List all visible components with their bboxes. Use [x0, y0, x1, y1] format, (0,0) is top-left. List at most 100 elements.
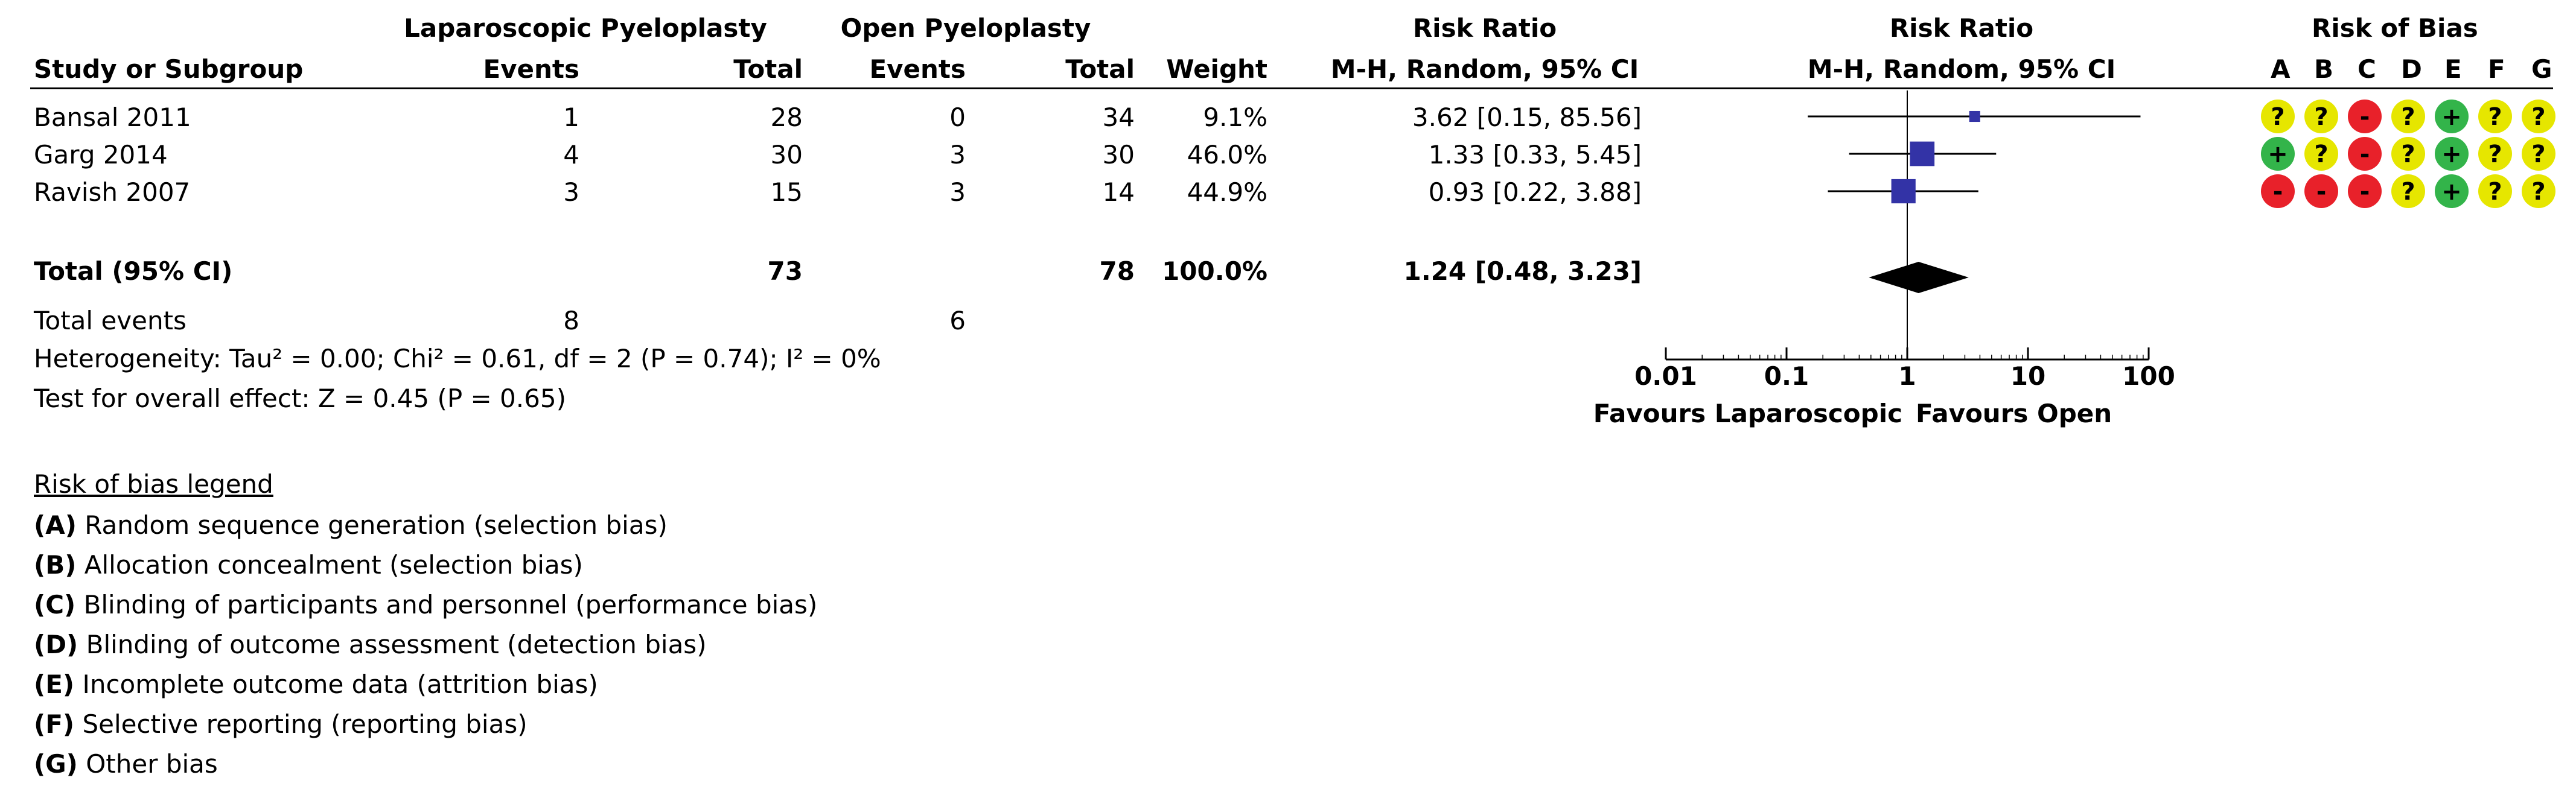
bias-unclear-dot: [2478, 100, 2512, 133]
header-rule: [30, 87, 2553, 89]
bias-unclear-dot: [2391, 174, 2425, 208]
legend-key: (F): [34, 709, 75, 739]
bias-unclear-dot: [2522, 100, 2555, 133]
bias-symbol: -: [2360, 103, 2370, 131]
bias-symbol: -: [2316, 178, 2327, 206]
study-name: Bansal 2011: [34, 103, 191, 132]
total-weight: 100.0%: [1162, 256, 1267, 286]
legend-item: (B) Allocation concealment (selection bi…: [34, 550, 583, 580]
legend-text: Other bias: [86, 749, 218, 779]
bias-symbol: +: [2441, 178, 2462, 206]
favours-right-label: Favours Open: [1916, 399, 2112, 428]
bias-symbol: +: [2441, 103, 2462, 131]
study-total-1: 30: [770, 140, 803, 169]
risk-of-bias-grid: ?? -? +? ? +? -? +? ? - - -? +??: [2261, 100, 2555, 208]
study-point-estimate: [1910, 141, 1935, 166]
bias-header: Risk of Bias: [2312, 13, 2478, 43]
bias-unclear-dot: [2522, 137, 2555, 171]
study-name: Garg 2014: [34, 140, 168, 169]
study-events-1: 3: [563, 177, 579, 207]
bias-column-letter: B: [2314, 54, 2334, 84]
bias-unclear-dot: [2261, 100, 2295, 133]
bias-low-dot: [2435, 137, 2469, 171]
study-total-2: 34: [1102, 103, 1135, 132]
bias-symbol: ?: [2401, 141, 2415, 168]
bias-low-dot: [2435, 174, 2469, 208]
total-n2: 78: [1099, 256, 1135, 286]
bias-unclear-dot: [2478, 137, 2512, 171]
bias-column-letter: G: [2531, 54, 2552, 84]
total1-col-header: Total: [733, 54, 803, 84]
bias-symbol: ?: [2314, 141, 2328, 168]
overall-effect-text: Test for overall effect: Z = 0.45 (P = 0…: [34, 384, 566, 413]
legend-title: Risk of bias legend: [34, 469, 273, 499]
study-ci: 3.62 [0.15, 85.56]: [1412, 103, 1642, 132]
events1-col-header: Events: [483, 54, 579, 84]
group2-header: Open Pyeloplasty: [840, 13, 1091, 43]
rr-method-header: M-H, Random, 95% CI: [1330, 54, 1639, 84]
bias-symbol: -: [2360, 141, 2370, 168]
legend-text: Blinding of outcome assessment (detectio…: [86, 630, 707, 659]
bias-column-letter: E: [2444, 54, 2462, 84]
x-axis-tick-label: 1: [1898, 361, 1916, 391]
bias-high-dot: [2348, 137, 2382, 171]
bias-symbol: ?: [2314, 103, 2328, 131]
bias-low-dot: [2261, 137, 2295, 171]
total-n1: 73: [767, 256, 803, 286]
legend-text: Allocation concealment (selection bias): [84, 550, 583, 580]
bias-column-letter: F: [2488, 54, 2505, 84]
study-total-1: 28: [770, 103, 803, 132]
x-axis-tick-label: 10: [2010, 361, 2045, 391]
bias-unclear-dot: [2522, 174, 2555, 208]
legend-key: (G): [34, 749, 78, 779]
legend-text: Selective reporting (reporting bias): [82, 709, 528, 739]
bias-symbol: ?: [2531, 141, 2545, 168]
plot-method-header: M-H, Random, 95% CI: [1807, 54, 2116, 84]
study-weight: 9.1%: [1203, 103, 1267, 132]
bias-column-letter: A: [2271, 54, 2291, 84]
bias-symbol: -: [2360, 178, 2370, 206]
legend-item: (A) Random sequence generation (selectio…: [34, 510, 668, 540]
x-axis-tick-label: 0.01: [1634, 361, 1697, 391]
study-events-2: 3: [949, 177, 966, 207]
bias-symbol: ?: [2401, 103, 2415, 131]
bias-unclear-dot: [2391, 137, 2425, 171]
total-events-label: Total events: [34, 306, 187, 335]
study-col-header: Study or Subgroup: [34, 54, 304, 84]
total-events-1: 8: [563, 306, 579, 335]
study-total-1: 15: [770, 177, 803, 207]
bias-high-dot: [2348, 100, 2382, 133]
bias-symbol: +: [2268, 141, 2288, 168]
legend-key: (E): [34, 670, 75, 699]
legend-key: (B): [34, 550, 77, 580]
weight-col-header: Weight: [1166, 54, 1267, 84]
bias-high-dot: [2348, 174, 2382, 208]
bias-symbol: -: [2273, 178, 2283, 206]
bias-symbol: ?: [2531, 103, 2545, 131]
legend-text: Random sequence generation (selection bi…: [84, 510, 668, 540]
study-point-estimate: [1969, 110, 1980, 122]
x-axis-tick-label: 0.1: [1764, 361, 1809, 391]
bias-symbol: ?: [2488, 103, 2502, 131]
heterogeneity-text: Heterogeneity: Tau² = 0.00; Chi² = 0.61,…: [34, 344, 881, 373]
bias-unclear-dot: [2478, 174, 2512, 208]
study-ci: 0.93 [0.22, 3.88]: [1428, 177, 1642, 207]
total2-col-header: Total: [1065, 54, 1135, 84]
legend-item: (C) Blinding of participants and personn…: [34, 590, 817, 620]
forest-plot: 0.01 0.1 1 10 100 Favours Laparoscopic Favours…: [1593, 90, 2175, 428]
bias-symbol: ?: [2488, 178, 2502, 206]
legend-key: (D): [34, 630, 78, 659]
bias-unclear-dot: [2304, 137, 2338, 171]
x-axis-tick-label: 100: [2122, 361, 2175, 391]
study-events-2: 3: [949, 140, 966, 169]
legend-item: (E) Incomplete outcome data (attrition b…: [34, 670, 598, 700]
study-events-1: 1: [563, 103, 579, 132]
study-total-2: 30: [1102, 140, 1135, 169]
legend-item: (D) Blinding of outcome assessment (dete…: [34, 630, 707, 660]
bias-high-dot: [2304, 174, 2338, 208]
legend-text: Blinding of participants and personnel (…: [83, 590, 818, 619]
plot-header: Risk Ratio: [1889, 13, 2034, 43]
legend-item: (G) Other bias: [34, 749, 218, 779]
favours-left-label: Favours Laparoscopic: [1593, 399, 1902, 428]
legend-text: Incomplete outcome data (attrition bias): [82, 670, 598, 699]
